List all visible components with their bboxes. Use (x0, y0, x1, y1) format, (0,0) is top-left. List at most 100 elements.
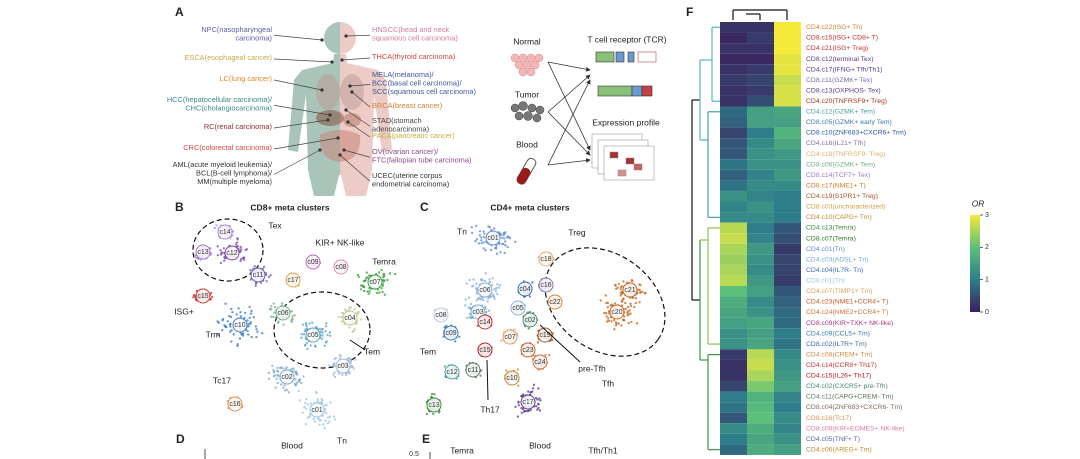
heatmap-cell (720, 95, 747, 107)
cell-point (326, 416, 330, 419)
cell-point (306, 416, 309, 419)
heatmap-cell (774, 95, 801, 107)
cell-point (493, 227, 496, 230)
colorbar-tick-label: 2 (985, 244, 989, 251)
site-label: RC(renal carcinoma) (204, 122, 272, 131)
site-label: MELA(melanoma)/ (372, 70, 435, 79)
heatmap-cell (774, 190, 801, 202)
cell-point (324, 330, 327, 333)
heatmap-cell (720, 222, 747, 234)
cell-point (381, 284, 385, 287)
heatmap-cell (774, 370, 801, 382)
cell-point (280, 302, 284, 305)
cell-point (605, 301, 608, 305)
cell-point (617, 322, 620, 325)
cell-point (276, 381, 279, 385)
cell-point (328, 331, 332, 334)
cell-point (348, 372, 351, 375)
cell-point (488, 278, 491, 281)
heatmap-cell (747, 275, 774, 286)
cell-point (626, 305, 630, 309)
cell-point (217, 333, 220, 337)
panel-label: A (175, 5, 184, 19)
cell-point (273, 311, 276, 314)
cell-point (314, 345, 317, 348)
cell-point (479, 374, 482, 377)
cell-point (319, 419, 322, 422)
heatmap-cell (774, 169, 801, 181)
heatmap-cell (747, 433, 774, 445)
cell-point (488, 226, 491, 229)
heatmap-cell (720, 444, 747, 455)
connector (339, 154, 371, 182)
sample-label: Normal (513, 36, 541, 46)
cell-point (226, 320, 229, 323)
cell-point (470, 226, 473, 229)
cell-point (267, 371, 271, 375)
cluster-label: c02 (281, 374, 292, 381)
row-label: CD8.c07(Temra) (806, 235, 856, 242)
cell-point (293, 314, 296, 317)
connector (351, 91, 371, 108)
cell-point (430, 395, 433, 398)
cell-point (229, 315, 233, 319)
cell-point (261, 332, 264, 335)
heatmap-cell (747, 53, 774, 65)
cluster-label: c03 (472, 309, 483, 316)
connector-dot (320, 38, 324, 42)
cell-point (486, 297, 490, 300)
cell-point (480, 239, 483, 242)
cell-point (239, 259, 242, 263)
cell-point (324, 325, 328, 328)
cell-point (529, 391, 532, 394)
heatmap-cell (774, 264, 801, 276)
cell-point (222, 247, 226, 250)
heatmap-cell (720, 243, 747, 255)
cell-point (224, 302, 227, 305)
group-label: Temra (372, 256, 396, 266)
cell-point (195, 256, 198, 260)
heatmap-cell (774, 127, 801, 139)
heatmap-cell (720, 32, 747, 44)
connector-dot (346, 120, 350, 124)
cell-point (249, 322, 252, 325)
heatmap-cell (747, 444, 774, 455)
cell-point (644, 291, 647, 295)
cell-point (480, 278, 483, 281)
cell-point (271, 364, 274, 367)
connector-dot (338, 153, 342, 157)
cell-point (337, 315, 340, 319)
heatmap-cell (720, 233, 747, 244)
row-label: CD8.c15(ISG+ CD8+ T) (806, 35, 878, 42)
cell-point (508, 236, 511, 239)
cell-point (536, 341, 540, 344)
connector-dot (350, 90, 354, 94)
cell-point (333, 364, 336, 367)
heatmap-cell (720, 74, 747, 86)
sample-label: Tumor (515, 89, 539, 99)
cell-point (304, 401, 307, 405)
colorbar-tick-label: 0 (985, 309, 989, 316)
row-label: CD4.c08(CREM+ Tm) (806, 351, 873, 358)
heatmap-cell (720, 296, 747, 308)
cell-point (272, 368, 275, 372)
cell-point (328, 364, 331, 367)
heatmap-cell (747, 201, 774, 213)
cell-point (333, 418, 337, 421)
cell-point (321, 327, 324, 331)
cell-point (382, 272, 386, 276)
cell-point (362, 280, 365, 283)
heatmap-cell (774, 275, 801, 286)
cell-point (228, 323, 232, 326)
heatmap-cell (774, 159, 801, 170)
cell-point (242, 258, 246, 261)
cell-point (248, 316, 251, 319)
panel-title: CD4+ meta clusters (490, 202, 569, 212)
cell-point (219, 249, 222, 252)
site-label: PACA(pancreatic cancer) (372, 131, 455, 140)
cluster-label: c16 (540, 282, 551, 289)
cell-point (346, 357, 349, 360)
cell-point (482, 230, 485, 233)
cell-point (281, 367, 285, 370)
cell-point (300, 336, 303, 339)
